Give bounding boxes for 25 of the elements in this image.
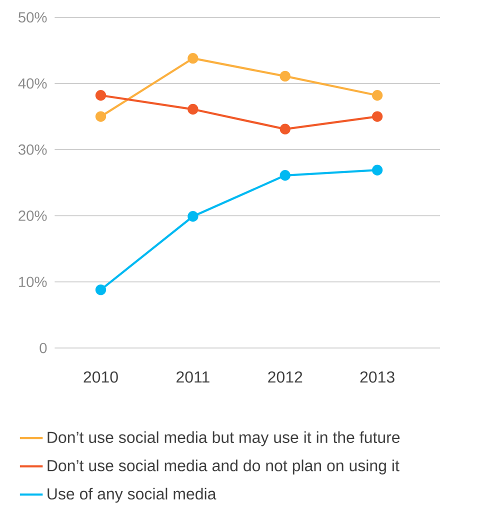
point (188, 211, 198, 222)
point (280, 170, 290, 181)
point (280, 70, 290, 82)
point (188, 104, 198, 115)
point (95, 111, 106, 122)
x-tick-label: 2010 (84, 371, 118, 383)
point (372, 164, 383, 176)
y-tick-label: 20% (18, 210, 47, 221)
point (95, 284, 106, 296)
y-tick-label: 10% (19, 276, 47, 288)
point (372, 90, 383, 101)
y-tick-label: 0 (40, 342, 47, 354)
y-tick-label: 40% (18, 78, 47, 89)
legend-label: Don’t use social media but may use it in the future (48, 431, 400, 446)
point (372, 111, 383, 122)
point (95, 90, 106, 101)
legend-label: Use of any social media (48, 488, 216, 503)
x-tick-label: 2011 (176, 371, 210, 383)
point (280, 124, 290, 134)
y-tick-label: 50% (18, 12, 47, 23)
y-tick-label: 30% (18, 144, 47, 155)
x-tick-label: 2013 (360, 371, 394, 383)
point (188, 53, 198, 64)
x-tick-label: 2012 (268, 371, 302, 383)
legend-label: Don’t use social media and do not plan on using it (48, 460, 400, 474)
